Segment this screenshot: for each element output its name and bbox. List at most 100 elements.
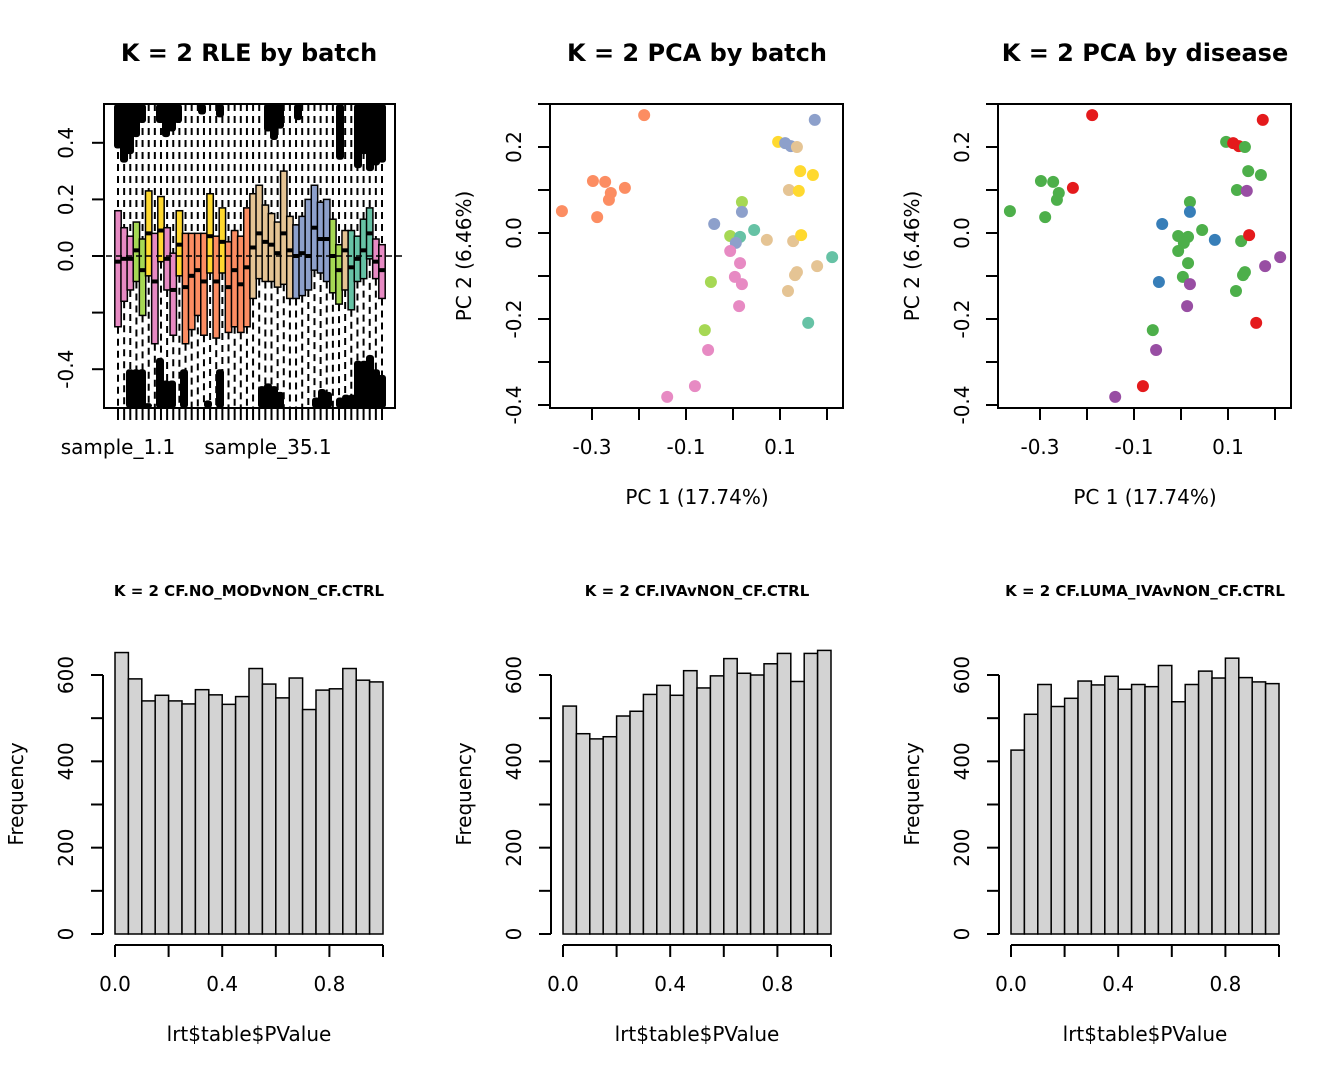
hist2-ylabel: Frequency bbox=[452, 742, 476, 845]
rle-outliers-top bbox=[216, 104, 224, 118]
hist-bar bbox=[669, 694, 685, 935]
hist-bar bbox=[154, 694, 170, 935]
rle-outliers-top bbox=[198, 104, 206, 115]
pca-ytick-label: 0.2 bbox=[950, 131, 974, 163]
hist-bar bbox=[355, 679, 371, 935]
pca-batch-plot: -0.3 -0.1 0.1 -0.4 -0.2 0.0 0.2 bbox=[502, 103, 844, 459]
pca-point bbox=[806, 168, 819, 181]
pca-xtick-label: -0.1 bbox=[1114, 435, 1153, 459]
pca-ytick-label: -0.2 bbox=[950, 299, 974, 338]
hist-bar bbox=[342, 667, 357, 935]
hist2-xlabel: lrt$table$PValue bbox=[615, 1022, 780, 1046]
pca-point bbox=[794, 165, 807, 178]
hist-bar bbox=[261, 683, 277, 935]
hist3-plot: 0 200 400 600 0.0 0.4 0.8 bbox=[950, 656, 1280, 996]
hist-bar bbox=[682, 669, 698, 935]
pca-point bbox=[1274, 251, 1287, 264]
pca-point bbox=[1237, 269, 1250, 282]
hist-bar bbox=[1251, 681, 1267, 935]
hist-bar bbox=[1211, 677, 1227, 935]
hist-ytick-label: 600 bbox=[502, 656, 526, 694]
hist-ytick-label: 600 bbox=[950, 656, 974, 694]
hist-bar bbox=[749, 674, 765, 935]
hist1-plot: 0 200 400 600 0.0 0.4 0.8 bbox=[54, 651, 384, 996]
rle-outliers-top bbox=[138, 104, 146, 123]
hist3-xlabel: lrt$table$PValue bbox=[1063, 1022, 1228, 1046]
hist-bar bbox=[1104, 675, 1119, 935]
pca-ytick-label: 0.0 bbox=[950, 217, 974, 249]
rle-xtick-label: sample_1.1 bbox=[61, 435, 176, 459]
pca-point bbox=[1150, 343, 1163, 356]
pca-xtick-label: -0.3 bbox=[1020, 435, 1059, 459]
hist-bar bbox=[127, 678, 143, 935]
pca-point bbox=[1254, 168, 1267, 181]
hist-bar bbox=[589, 738, 604, 935]
hist-bar bbox=[141, 700, 156, 935]
pca-point bbox=[789, 269, 802, 282]
rle-outliers-top bbox=[294, 104, 302, 121]
hist-bar bbox=[709, 675, 725, 935]
pca-batch-ylabel: PC 2 (6.46%) bbox=[452, 191, 476, 322]
hist-ytick-label: 200 bbox=[950, 829, 974, 867]
hist-bar bbox=[368, 681, 384, 935]
rle-box bbox=[212, 235, 221, 339]
pca-point bbox=[1208, 233, 1221, 246]
hist1-title: K = 2 CF.NO_MODvNON_CF.CTRL bbox=[114, 582, 385, 600]
pca-disease-xlabel: PC 1 (17.74%) bbox=[1073, 485, 1216, 509]
pca-point bbox=[795, 229, 808, 242]
hist-bar bbox=[629, 710, 645, 935]
pca-disease-plot: -0.3 -0.1 0.1 -0.4 -0.2 0.0 0.2 bbox=[950, 103, 1292, 459]
rle-outliers-top bbox=[276, 104, 284, 129]
hist-bar bbox=[221, 703, 237, 935]
pca-point bbox=[782, 184, 795, 196]
pca-point bbox=[734, 257, 747, 270]
pca-point bbox=[1256, 113, 1269, 126]
rle-xtick-label: sample_35.1 bbox=[204, 435, 331, 459]
rle-box bbox=[206, 192, 215, 274]
hist-ytick-label: 400 bbox=[54, 742, 78, 780]
pca-point bbox=[1146, 324, 1159, 337]
pca-point bbox=[1181, 300, 1194, 313]
hist-bar bbox=[736, 672, 752, 935]
hist-bar bbox=[602, 735, 618, 935]
rle-outliers-bottom bbox=[216, 369, 224, 408]
pca-point bbox=[790, 141, 803, 153]
hist-bar bbox=[1197, 670, 1213, 935]
pca-ytick-label: 0.0 bbox=[502, 217, 526, 249]
hist-ytick-label: 0 bbox=[950, 928, 974, 941]
hist-bar bbox=[1050, 705, 1066, 935]
pca-point bbox=[1250, 316, 1263, 329]
hist3-title: K = 2 CF.LUMA_IVAvNON_CF.CTRL bbox=[1005, 582, 1285, 600]
hist-bar bbox=[208, 694, 223, 935]
hist1-xlabel: lrt$table$PValue bbox=[167, 1022, 332, 1046]
hist-bar bbox=[1063, 697, 1079, 935]
rle-box bbox=[200, 232, 208, 336]
hist-bar bbox=[696, 687, 712, 935]
hist-bar bbox=[328, 688, 344, 935]
hist-xtick-label: 0.0 bbox=[99, 972, 131, 996]
hist-bar bbox=[1184, 683, 1200, 935]
pca-point bbox=[1086, 109, 1099, 122]
rle-outliers-bottom bbox=[138, 369, 146, 408]
pca-point bbox=[638, 109, 651, 122]
pca-xtick-label: 0.1 bbox=[1212, 435, 1244, 459]
pca-point bbox=[1136, 380, 1149, 393]
hist-xtick-label: 0.8 bbox=[1209, 972, 1241, 996]
hist-bar bbox=[1010, 749, 1026, 935]
pca-point bbox=[735, 278, 748, 291]
pca-point bbox=[811, 260, 824, 273]
pca-point bbox=[1238, 141, 1251, 153]
pca-point bbox=[781, 285, 794, 298]
rle-outliers-bottom bbox=[180, 369, 188, 408]
hist-bar bbox=[763, 663, 779, 935]
hist-bar bbox=[803, 652, 819, 935]
hist-xtick-label: 0.0 bbox=[995, 972, 1027, 996]
pca-point bbox=[1109, 390, 1122, 403]
hist-bar bbox=[642, 693, 658, 935]
pca-disease-ylabel: PC 2 (6.46%) bbox=[900, 191, 924, 322]
pca-point bbox=[591, 211, 604, 224]
hist-bar bbox=[656, 684, 671, 935]
pca-point bbox=[1172, 245, 1185, 258]
hist-bar bbox=[1023, 713, 1039, 935]
hist-bar bbox=[776, 652, 792, 935]
